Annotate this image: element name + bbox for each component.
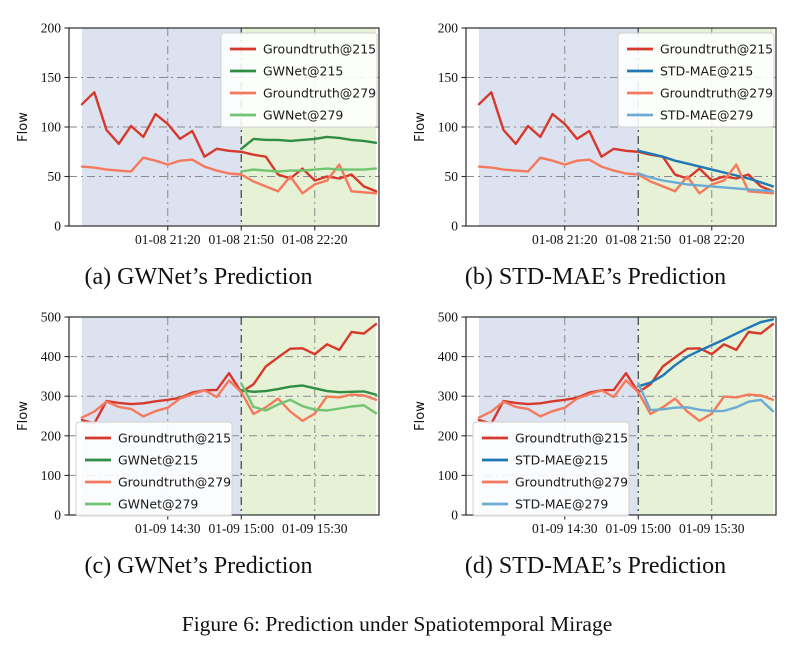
series-line-Groundtruth@215 — [80, 322, 377, 425]
subplot-d-chart: 0 100 200 300 400 500 01-09 14:30 01-09 15:00 01… — [413, 310, 777, 536]
legend-label-Groundtruth@279: Groundtruth@279 — [660, 86, 773, 101]
x-tick-label: 01-09 15:00 — [605, 521, 671, 536]
y-tick-label: 200 — [437, 428, 458, 443]
legend-label-Groundtruth@279: Groundtruth@279 — [118, 475, 231, 490]
y-tick-label: 150 — [437, 70, 458, 85]
x-tick-label: 01-09 14:30 — [134, 521, 200, 536]
subplot-c: 0 100 200 300 400 500 01-09 14:30 01-09 15:00 01… — [0, 303, 397, 592]
x-tick-label: 01-08 21:50 — [605, 232, 671, 247]
y-tick-label: 100 — [437, 120, 458, 135]
y-tick-label: 0 — [451, 508, 458, 523]
legend-label-GWNet@215: GWNet@215 — [118, 453, 198, 468]
legend-label-Groundtruth@215: Groundtruth@215 — [515, 431, 628, 446]
x-tick-label: 01-08 22:20 — [281, 232, 347, 247]
figure-caption: Figure 6: Prediction under Spatiotempora… — [181, 612, 613, 636]
legend-label-GWNet@215: GWNet@215 — [263, 64, 343, 79]
x-tick-label: 01-09 15:30 — [281, 521, 347, 536]
series-line-Groundtruth@279 — [477, 379, 774, 423]
y-axis-label: Flow — [16, 401, 31, 431]
subplot-b-chart: 0 50 100 150 200 01-08 21:20 01-08 21:50 01-08 … — [413, 21, 777, 247]
y-tick-label: 150 — [40, 70, 61, 85]
y-tick-label: 300 — [437, 389, 458, 404]
series-line-GWNet@279 — [239, 167, 377, 173]
series-line-STD-MAE@215 — [636, 318, 774, 388]
legend-label-Groundtruth@215: Groundtruth@215 — [118, 431, 231, 446]
subplot-a-chart: 0 50 100 150 200 01-08 21:20 01-08 21:50 01-08 … — [16, 21, 380, 247]
series-line-GWNet@215 — [239, 384, 377, 396]
legend-label-STD-MAE@215: STD-MAE@215 — [515, 453, 608, 468]
series-line-GWNet@215 — [239, 135, 377, 151]
y-axis-label: Flow — [16, 112, 31, 142]
legend-box — [617, 32, 774, 128]
series-line-Groundtruth@215 — [80, 91, 377, 193]
series-line-Groundtruth@215 — [477, 322, 774, 425]
subplot-c-chart: 0 100 200 300 400 500 01-09 14:30 01-09 15:00 01… — [16, 310, 380, 536]
legend-box — [472, 421, 629, 517]
series-line-STD-MAE@215 — [636, 149, 774, 188]
legend-label-GWNet@279: GWNet@279 — [263, 108, 343, 123]
y-tick-label: 0 — [54, 508, 61, 523]
subplot-c-caption: (c) GWNet’s Prediction — [84, 553, 313, 579]
y-tick-label: 400 — [437, 349, 458, 364]
y-tick-label: 50 — [444, 169, 458, 184]
y-axis-label: Flow — [413, 401, 428, 431]
y-tick-label: 100 — [437, 468, 458, 483]
y-tick-label: 50 — [47, 169, 61, 184]
y-tick-label: 0 — [54, 219, 61, 234]
legend-label-GWNet@279: GWNet@279 — [118, 497, 198, 512]
legend-box — [220, 32, 377, 128]
y-tick-label: 200 — [40, 21, 61, 36]
x-tick-label: 01-08 22:20 — [678, 232, 744, 247]
y-tick-label: 100 — [40, 468, 61, 483]
series-line-GWNet@279 — [239, 382, 377, 415]
x-tick-label: 01-08 21:50 — [208, 232, 274, 247]
y-tick-label: 500 — [40, 310, 61, 325]
y-tick-label: 200 — [437, 21, 458, 36]
x-tick-label: 01-08 21:20 — [134, 232, 200, 247]
subplot-a-caption: (a) GWNet’s Prediction — [84, 264, 313, 290]
y-axis-label: Flow — [413, 112, 428, 142]
x-tick-label: 01-09 15:30 — [678, 521, 744, 536]
subplot-grid: 0 50 100 150 200 01-08 21:20 01-08 21:50 01-08 … — [0, 14, 794, 592]
y-tick-label: 400 — [40, 349, 61, 364]
y-tick-label: 300 — [40, 389, 61, 404]
y-tick-label: 500 — [437, 310, 458, 325]
legend-label-Groundtruth@279: Groundtruth@279 — [515, 475, 628, 490]
legend-label-STD-MAE@279: STD-MAE@279 — [660, 108, 753, 123]
x-tick-label: 01-09 15:00 — [208, 521, 274, 536]
subplot-b: 0 50 100 150 200 01-08 21:20 01-08 21:50 01-08 … — [397, 14, 794, 303]
series-line-STD-MAE@279 — [636, 172, 774, 193]
series-line-Groundtruth@279 — [80, 379, 377, 423]
series-line-Groundtruth@279 — [477, 156, 774, 195]
series-line-STD-MAE@279 — [636, 382, 774, 413]
legend-label-STD-MAE@279: STD-MAE@279 — [515, 497, 608, 512]
legend-label-Groundtruth@215: Groundtruth@215 — [263, 42, 376, 57]
series-line-Groundtruth@279 — [80, 156, 377, 195]
legend-label-STD-MAE@215: STD-MAE@215 — [660, 64, 753, 79]
y-tick-label: 0 — [451, 219, 458, 234]
x-tick-label: 01-08 21:20 — [531, 232, 597, 247]
subplot-d-caption: (d) STD-MAE’s Prediction — [464, 553, 727, 579]
y-tick-label: 200 — [40, 428, 61, 443]
series-line-Groundtruth@215 — [477, 91, 774, 193]
legend-label-Groundtruth@279: Groundtruth@279 — [263, 86, 376, 101]
x-tick-label: 01-09 14:30 — [531, 521, 597, 536]
y-tick-label: 100 — [40, 120, 61, 135]
subplot-b-caption: (b) STD-MAE’s Prediction — [464, 264, 727, 290]
legend-box — [75, 421, 232, 517]
subplot-a: 0 50 100 150 200 01-08 21:20 01-08 21:50 01-08 … — [0, 14, 397, 303]
subplot-d: 0 100 200 300 400 500 01-09 14:30 01-09 15:00 01… — [397, 303, 794, 592]
legend-label-Groundtruth@215: Groundtruth@215 — [660, 42, 773, 57]
